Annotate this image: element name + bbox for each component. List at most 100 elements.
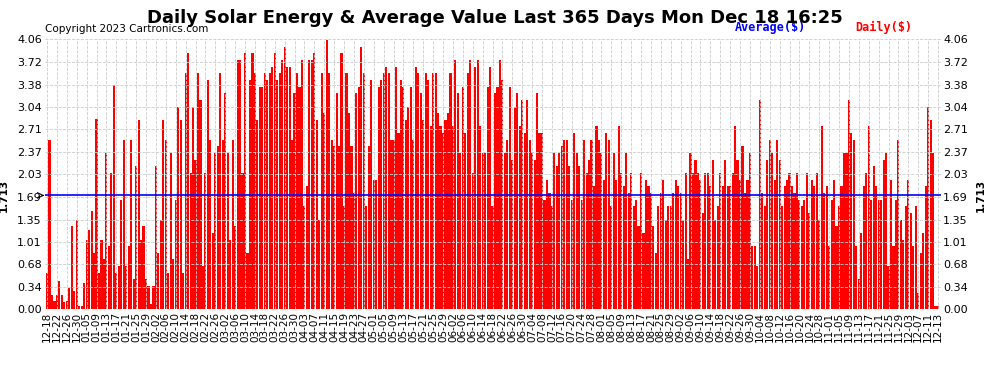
Text: Daily Solar Energy & Average Value Last 365 Days Mon Dec 18 16:25: Daily Solar Energy & Average Value Last … [148,9,842,27]
Bar [536,93,539,309]
Bar [595,126,598,309]
Bar [224,93,227,309]
Bar [692,173,694,309]
Bar [603,180,605,309]
Bar [63,302,65,309]
Bar [702,213,704,309]
Bar [585,173,588,309]
Bar [471,173,474,309]
Bar [331,140,333,309]
Bar [605,133,608,309]
Bar [806,173,808,309]
Bar [390,140,392,309]
Bar [545,180,548,309]
Bar [306,186,308,309]
Bar [494,93,496,309]
Bar [308,60,311,309]
Bar [420,93,422,309]
Bar [932,153,935,309]
Bar [615,180,618,309]
Bar [553,153,555,309]
Bar [159,220,162,309]
Bar [580,200,583,309]
Bar [407,106,410,309]
Bar [184,73,187,309]
Bar [486,87,489,309]
Bar [251,53,253,309]
Bar [115,273,118,309]
Bar [110,173,113,309]
Bar [644,180,647,309]
Bar [816,173,818,309]
Bar [469,60,471,309]
Bar [724,160,727,309]
Bar [897,140,900,309]
Bar [53,301,55,309]
Bar [922,233,925,309]
Bar [766,160,768,309]
Bar [204,173,207,309]
Bar [313,53,316,309]
Bar [387,73,390,309]
Bar [776,140,778,309]
Bar [737,160,739,309]
Bar [860,233,862,309]
Bar [194,160,197,309]
Bar [65,301,68,309]
Bar [164,140,167,309]
Bar [135,166,138,309]
Bar [365,206,367,309]
Bar [654,253,657,309]
Bar [768,140,771,309]
Bar [727,186,729,309]
Bar [83,283,85,309]
Bar [98,273,100,309]
Bar [273,53,276,309]
Bar [90,211,93,309]
Bar [712,160,714,309]
Bar [674,180,677,309]
Bar [466,73,469,309]
Bar [232,140,234,309]
Bar [798,200,801,309]
Bar [506,140,509,309]
Bar [811,180,813,309]
Bar [640,173,643,309]
Bar [352,193,355,309]
Bar [385,67,387,309]
Bar [239,60,242,309]
Bar [885,153,887,309]
Bar [187,53,189,309]
Bar [474,67,476,309]
Bar [95,118,98,309]
Bar [75,220,78,309]
Bar [55,295,58,309]
Bar [281,60,283,309]
Bar [773,180,776,309]
Bar [400,80,402,309]
Bar [758,100,761,309]
Bar [833,180,836,309]
Bar [890,180,892,309]
Bar [338,147,341,309]
Bar [524,133,526,309]
Bar [600,153,603,309]
Bar [509,87,511,309]
Bar [266,80,268,309]
Bar [323,113,326,309]
Bar [143,226,145,309]
Bar [108,246,110,309]
Bar [823,193,826,309]
Bar [197,73,199,309]
Bar [70,226,73,309]
Bar [635,200,638,309]
Bar [717,206,719,309]
Bar [268,73,271,309]
Bar [217,147,219,309]
Bar [694,160,697,309]
Bar [288,67,291,309]
Bar [689,153,692,309]
Bar [377,87,380,309]
Bar [442,133,445,309]
Bar [148,286,149,309]
